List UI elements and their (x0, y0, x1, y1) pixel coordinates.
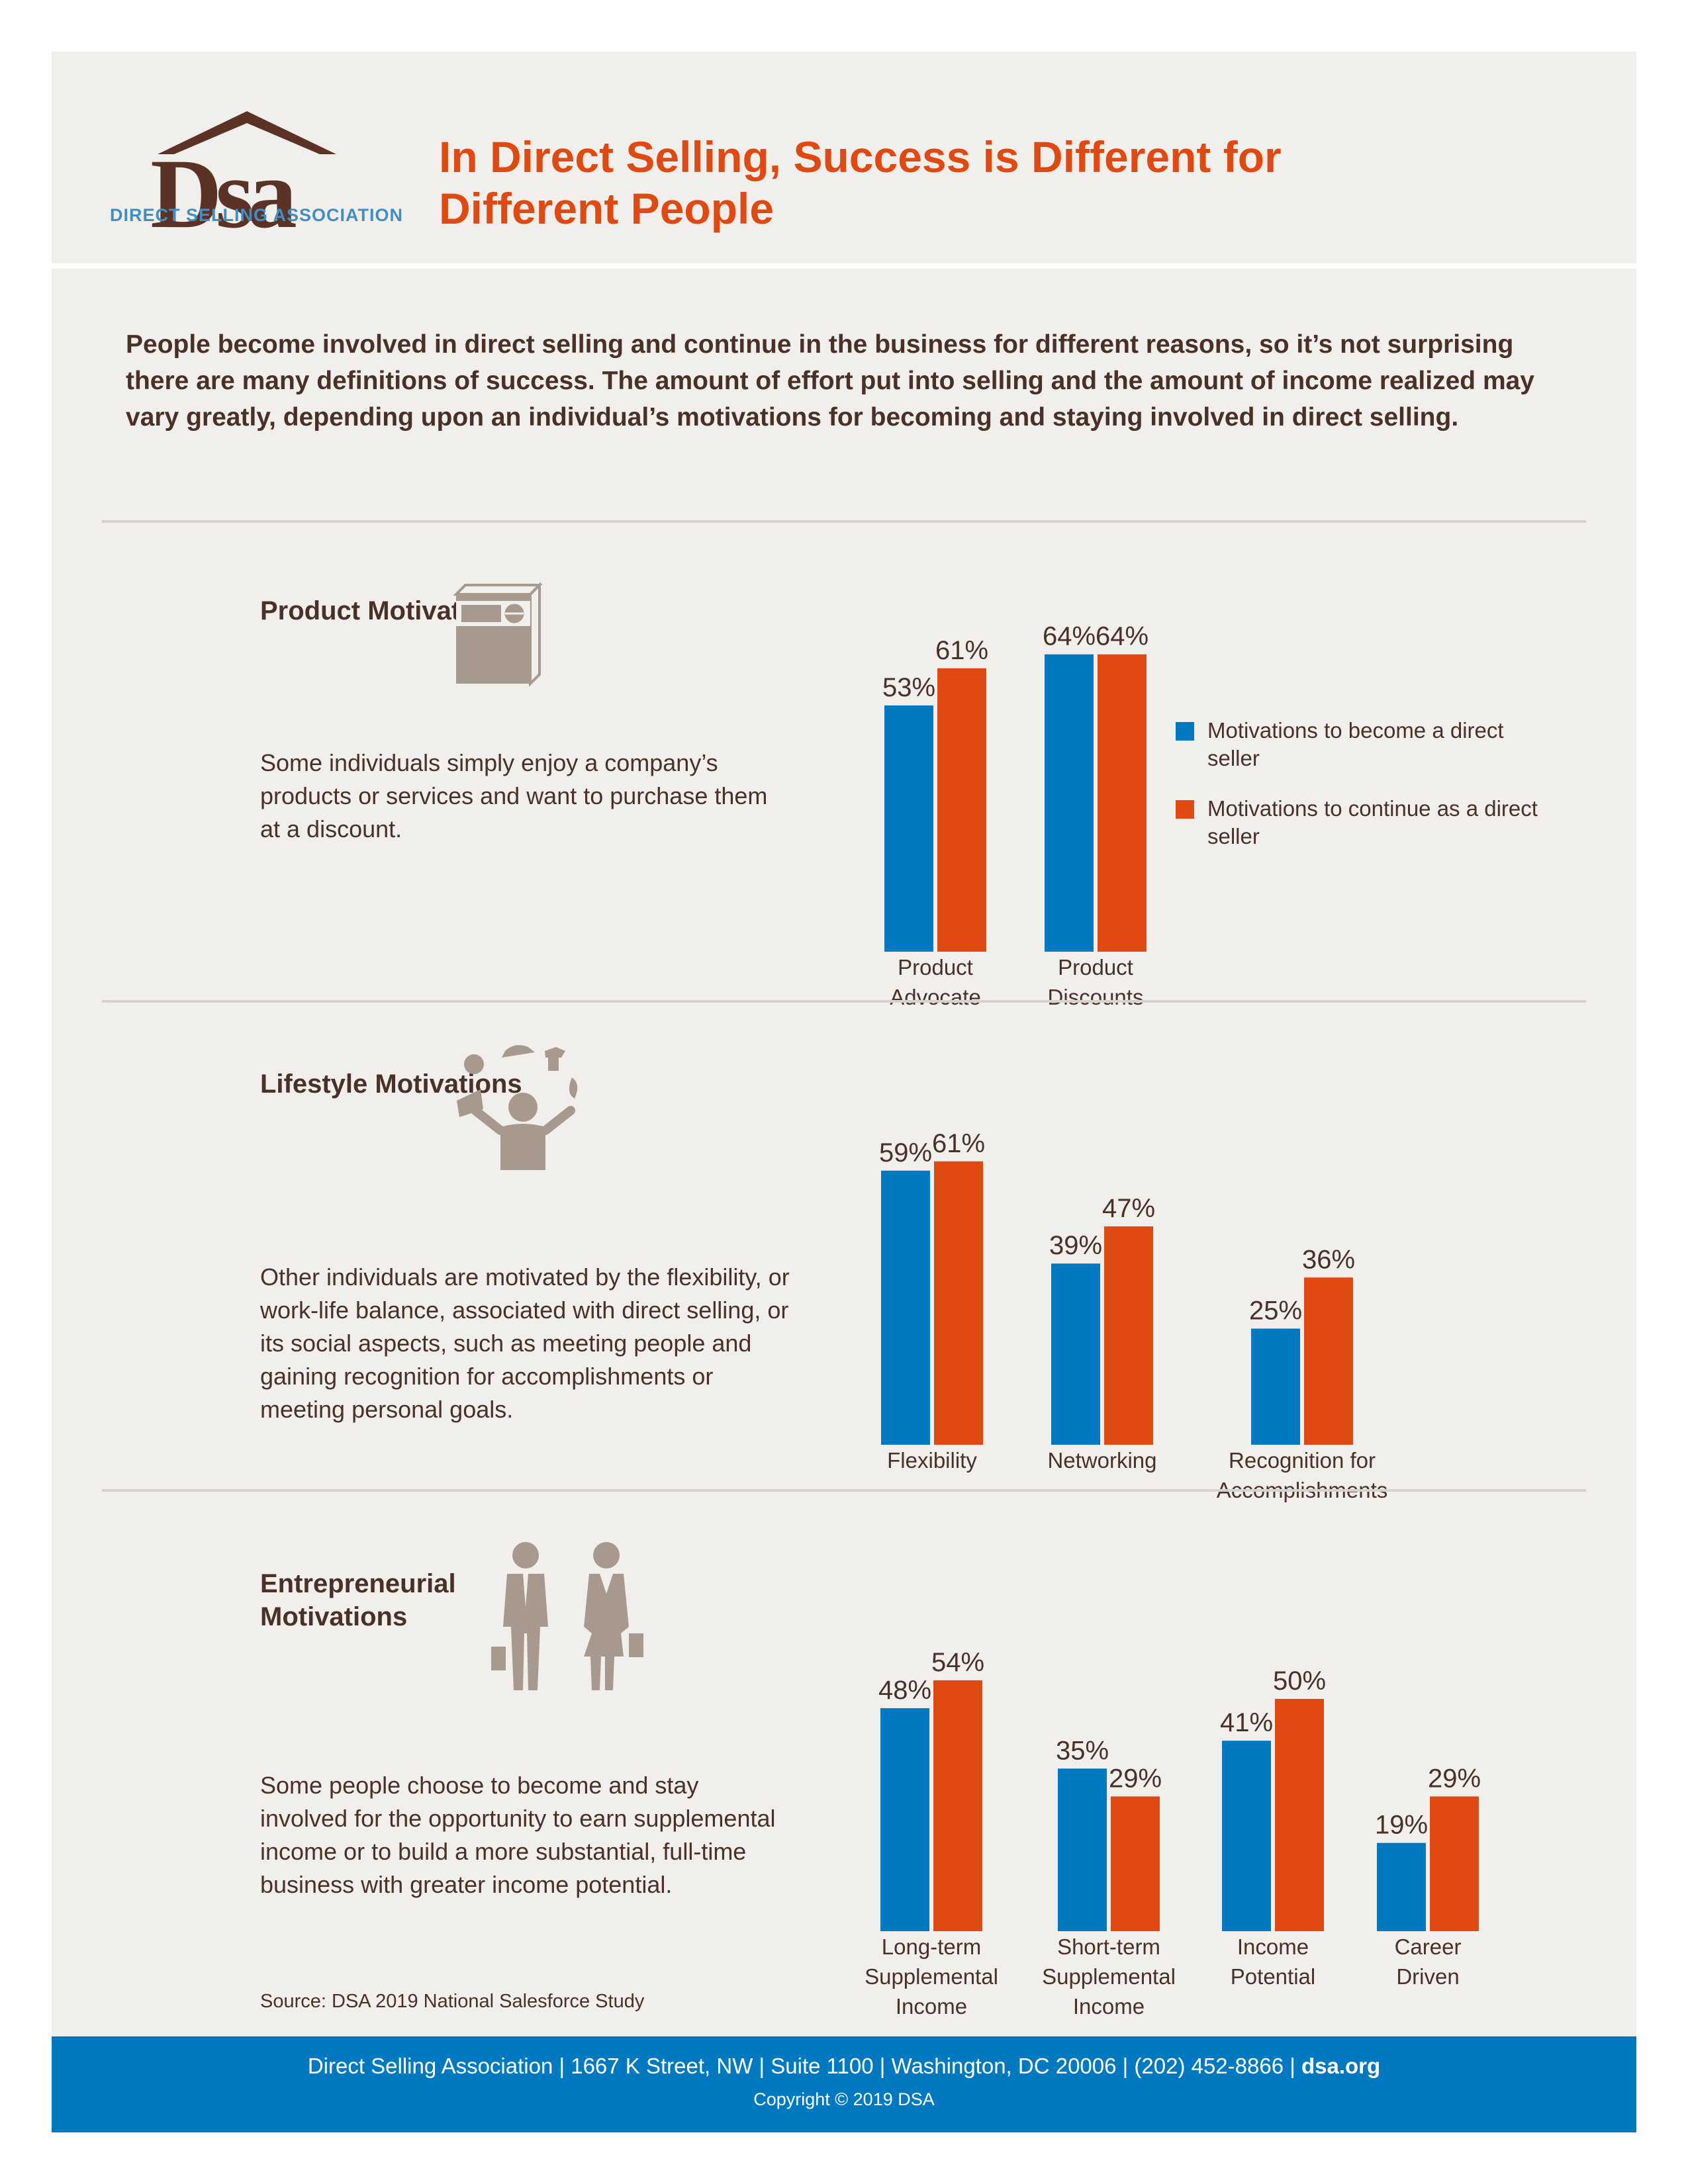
category-label: Product Advocate (890, 955, 981, 1009)
bar-become (1251, 1328, 1300, 1445)
bar-value-label: 59% (879, 1138, 932, 1167)
bar-value-label: 48% (878, 1676, 931, 1705)
juggling-person-icon (457, 1045, 578, 1170)
bar-become (1377, 1843, 1426, 1931)
category-label: Product Discounts (1048, 955, 1144, 1009)
header: Dsa DIRECT SELLING ASSOCIATION In Direct… (52, 52, 1636, 269)
legend-swatch-become (1176, 722, 1194, 741)
bar-value-label: 36% (1302, 1245, 1355, 1274)
legend-swatch-continue (1176, 800, 1194, 819)
bar-continue (1430, 1796, 1479, 1931)
bar-value-label: 47% (1102, 1194, 1155, 1223)
bar-value-label: 64% (1043, 622, 1096, 651)
bar-become (1045, 654, 1094, 952)
product-box-icon (453, 582, 543, 687)
category-label: Networking (1047, 1448, 1156, 1473)
category-label: Income Potential (1231, 1934, 1315, 1989)
legend-label-become: Motivations to become a direct seller (1207, 718, 1504, 770)
category-label: Career Driven (1395, 1934, 1462, 1989)
lifestyle-motivations-chart: 59% 61% Flexibility 39%47% Networking 25%36% R… (879, 1129, 1388, 1502)
bar-become (1058, 1768, 1107, 1931)
bar-value-label: 64% (1096, 622, 1149, 651)
product-motivations-description: Some individuals simply enjoy a company’… (260, 749, 768, 842)
bar-value-label: 61% (935, 636, 988, 665)
bar-continue (1304, 1277, 1353, 1445)
bar-continue (934, 1161, 983, 1445)
bar-value-label: 53% (882, 673, 935, 702)
infographic-page: Dsa DIRECT SELLING ASSOCIATION In Direct… (52, 52, 1636, 2132)
legend-item-continue: Motivations to continue as a direct sell… (1176, 795, 1546, 850)
section-divider (102, 1000, 1586, 1003)
entrepreneurial-motivations-chart: 48%54%Long-term Supplemental Income35%29%S… (865, 1648, 1481, 2019)
bar-become (880, 1708, 929, 1931)
section-divider (102, 1489, 1586, 1492)
footer-website-link[interactable]: dsa.org (1301, 2054, 1381, 2078)
category-label: Short-term Supplemental Income (1042, 1934, 1176, 2019)
bar-value-label: 19% (1375, 1811, 1428, 1840)
footer-bar: Direct Selling Association | 1667 K Stre… (52, 2036, 1636, 2132)
businesspeople-icon (491, 1542, 643, 1690)
footer-address: Direct Selling Association | 1667 K Stre… (307, 2054, 1301, 2078)
logo-tagline: DIRECT SELLING ASSOCIATION (110, 205, 404, 225)
bar-become (1222, 1741, 1271, 1931)
bar-continue (1275, 1699, 1324, 1931)
category-label: Recognition for Accomplishments (1217, 1448, 1388, 1502)
section-divider (102, 520, 1586, 523)
bar-value-label: 29% (1428, 1764, 1481, 1793)
bar-become (884, 705, 933, 952)
bar-value-label: 39% (1049, 1231, 1102, 1260)
bar-continue (1111, 1796, 1160, 1931)
logo-roof-icon (158, 111, 336, 154)
product-motivations-chart: 53%61% Product Advocate 64% 64% Product Discou… (882, 622, 1149, 1009)
entrepreneurial-motivations-description: Some people choose to become and stay in… (260, 1772, 776, 1898)
bar-continue (1104, 1226, 1153, 1445)
bar-value-label: 29% (1109, 1764, 1162, 1793)
source-note: Source: DSA 2019 National Salesforce Stu… (260, 1991, 645, 2012)
dsa-logo: Dsa (150, 111, 336, 249)
bar-value-label: 35% (1056, 1736, 1109, 1765)
footer-copyright: Copyright © 2019 DSA (753, 2089, 935, 2109)
entrepreneurial-motivations-title: Entrepreneurial Motivations (260, 1569, 456, 1631)
lifestyle-motivations-description: Other individuals are motivated by the f… (260, 1263, 790, 1423)
bar-value-label: 50% (1273, 1666, 1326, 1696)
footer-address-line: Direct Selling Association | 1667 K Stre… (52, 2054, 1636, 2079)
page-title: In Direct Selling, Success is Different … (439, 132, 1282, 233)
bar-value-label: 41% (1220, 1708, 1273, 1737)
chart-legend: Motivations to become a direct seller Mo… (1176, 717, 1546, 873)
legend-item-become: Motivations to become a direct seller (1176, 717, 1546, 772)
bar-continue (937, 668, 986, 952)
bar-become (1051, 1263, 1100, 1445)
logo-wordmark: Dsa (150, 139, 296, 249)
legend-label-continue: Motivations to continue as a direct sell… (1207, 796, 1538, 848)
bar-continue (1098, 654, 1147, 952)
category-label: Long-term Supplemental Income (865, 1934, 998, 2019)
category-label: Flexibility (887, 1448, 977, 1473)
bar-value-label: 25% (1249, 1297, 1302, 1326)
bar-value-label: 61% (932, 1129, 985, 1158)
bar-continue (933, 1680, 982, 1931)
bar-become (881, 1170, 930, 1445)
intro-paragraph: People become involved in direct selling… (126, 330, 1534, 432)
bar-value-label: 54% (931, 1648, 984, 1677)
